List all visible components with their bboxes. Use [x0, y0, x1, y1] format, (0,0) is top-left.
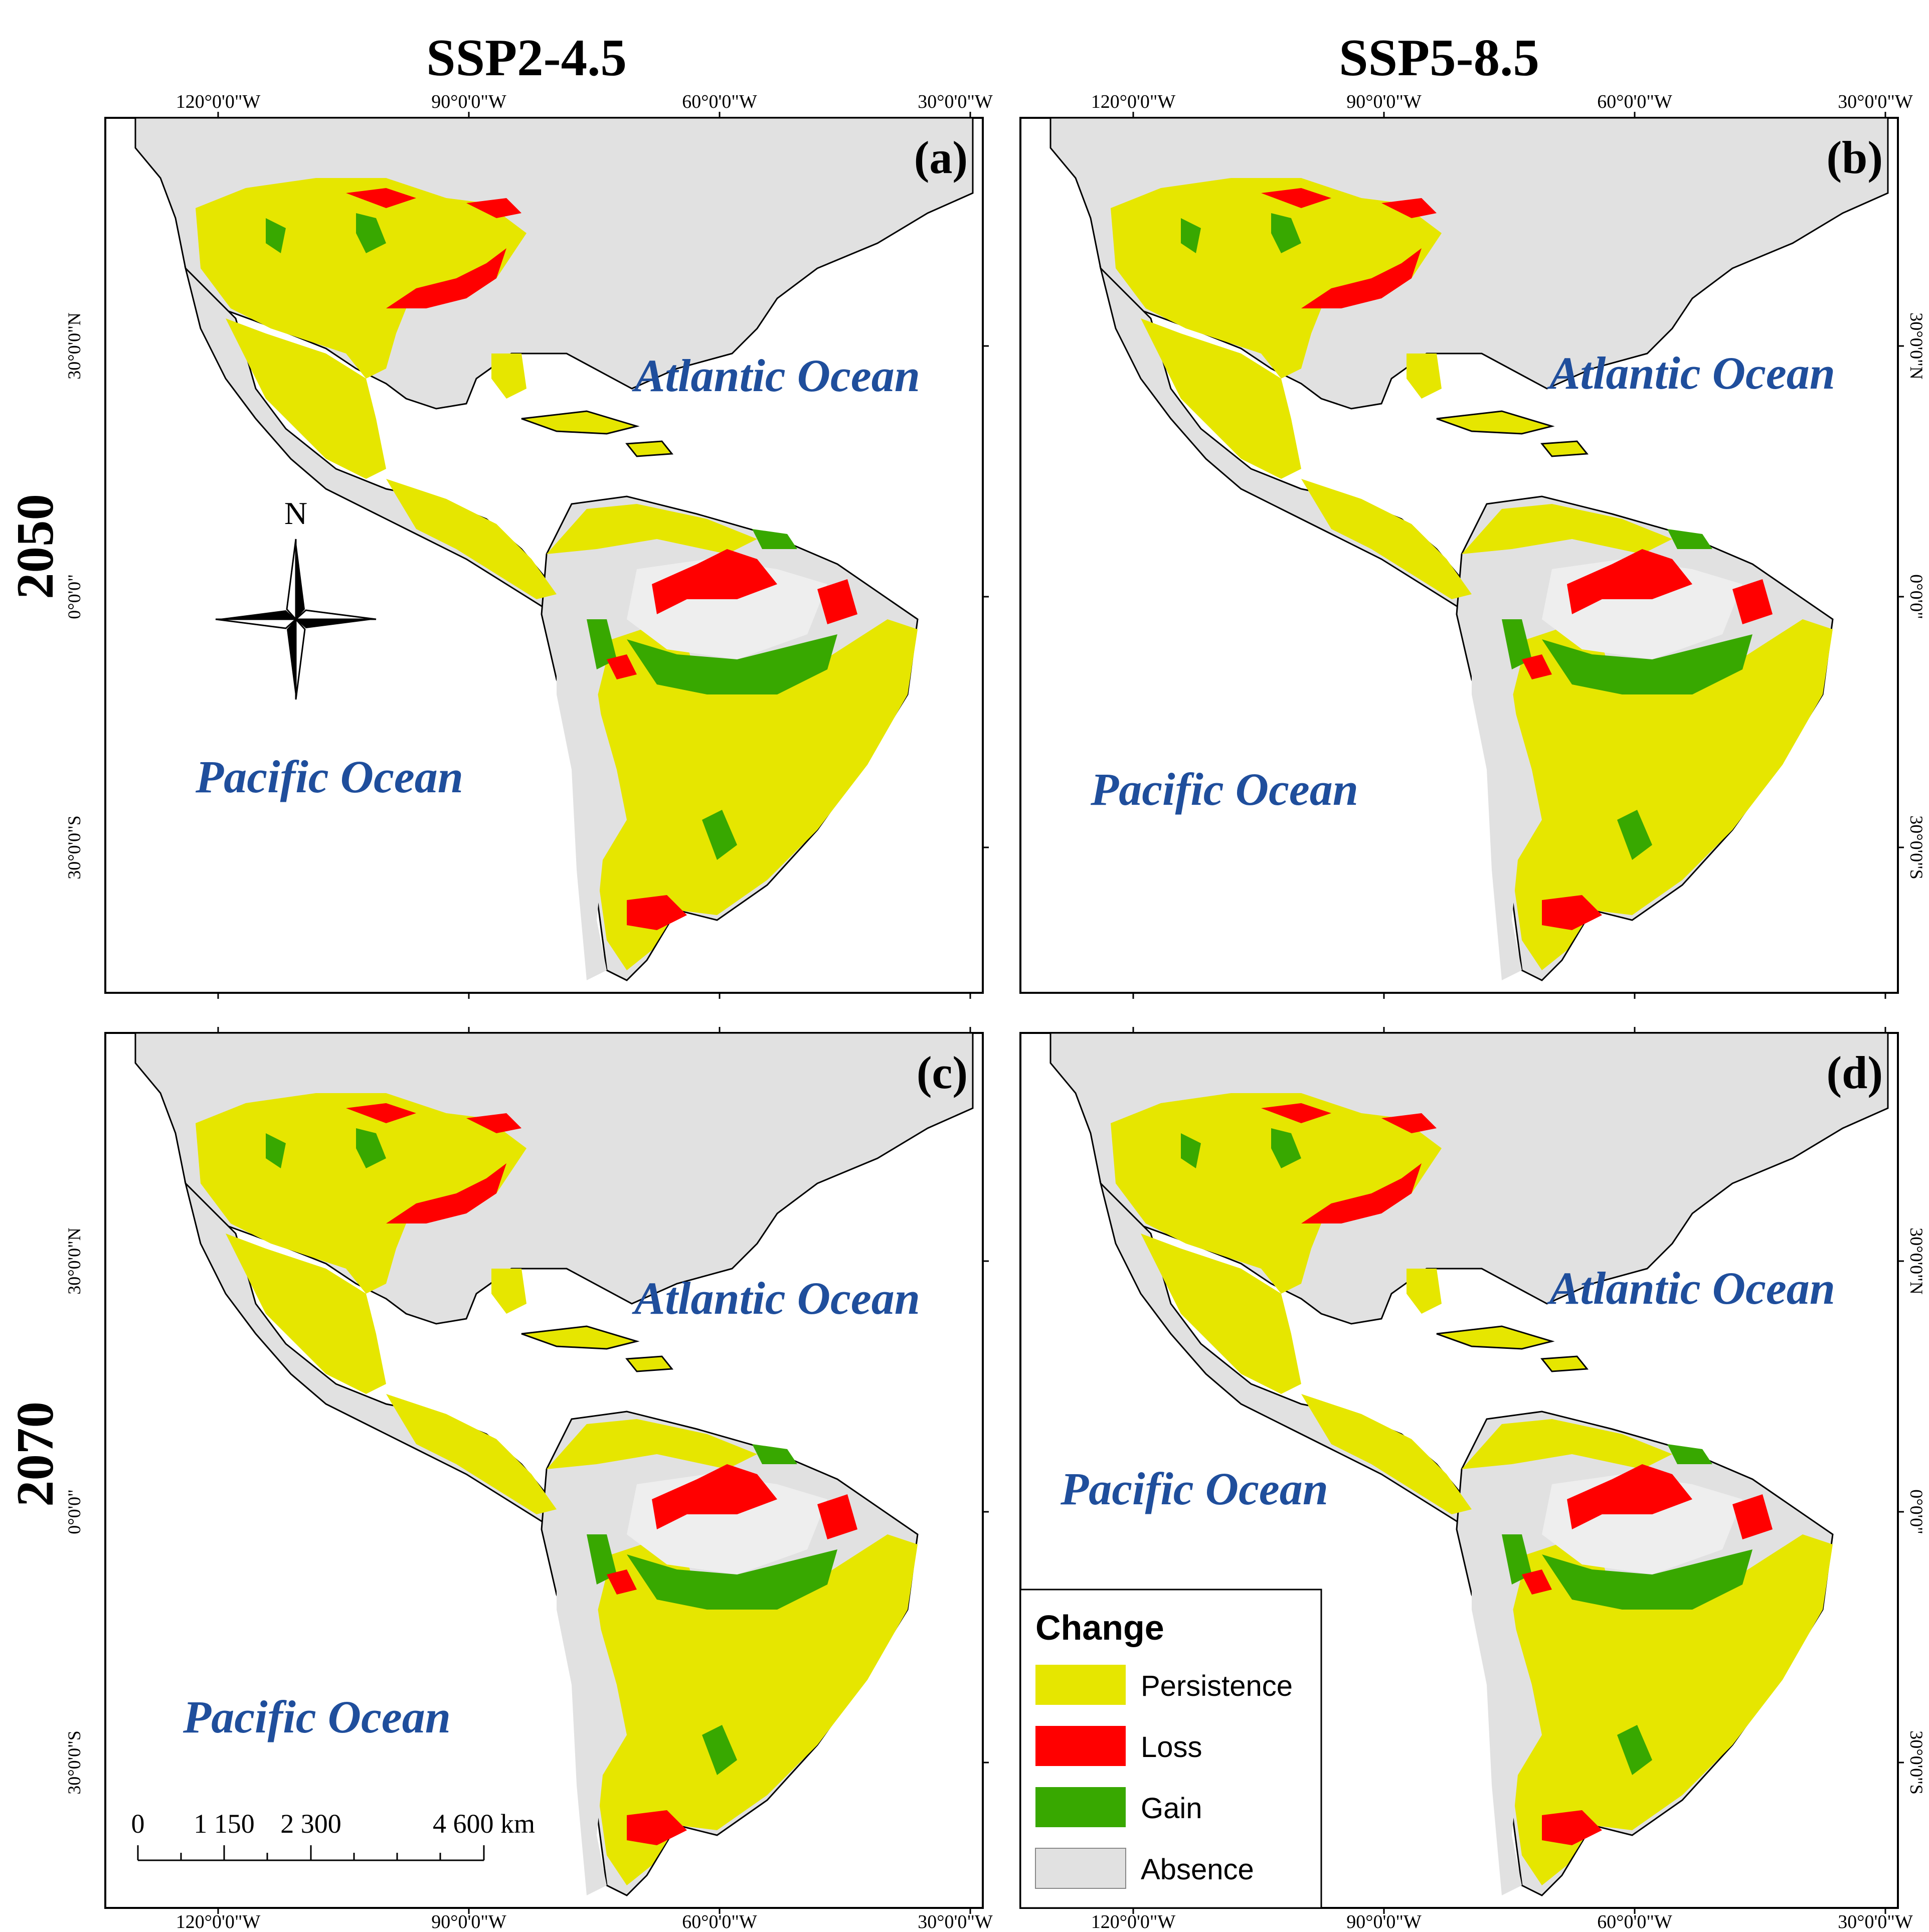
lat-label: 30°0'0"S [64, 815, 84, 880]
legend-swatch-absence [1035, 1848, 1126, 1889]
ocean-label-atlantic: Atlantic Ocean [632, 350, 920, 401]
lat-label: 0°0'0" [1906, 574, 1926, 619]
lat-label: 30°0'0"N [64, 1227, 84, 1295]
lon-label: 60°0'0"W [682, 91, 757, 112]
map-panel-a: (a) Atlantic Ocean Pacific Ocean N [104, 111, 990, 1000]
column-title-ssp245: SSP2-4.5 [426, 28, 627, 87]
lon-label: 90°0'0"W [431, 1911, 506, 1932]
lon-label: 90°0'0"W [431, 91, 506, 112]
legend-swatch-persistence [1035, 1665, 1126, 1705]
row-label-2070: 2070 [6, 1401, 64, 1507]
map-panel-c: (c) Atlantic Ocean Pacific Ocean 0 1 150… [104, 1026, 990, 1915]
lat-label: 30°0'0"N [1906, 1227, 1926, 1295]
lon-label: 120°0'0"W [176, 1911, 261, 1932]
lon-labels-bottom-row2: 120°0'0"W 90°0'0"W 60°0'0"W 30°0'0"W 120… [176, 1911, 1913, 1932]
lon-label: 120°0'0"W [1091, 91, 1176, 112]
ocean-label-atlantic: Atlantic Ocean [1547, 347, 1835, 399]
lat-label: 0°0'0" [64, 1489, 84, 1534]
ocean-label-pacific: Pacific Ocean [195, 751, 463, 802]
ocean-label-atlantic: Atlantic Ocean [632, 1273, 920, 1324]
ocean-label-atlantic: Atlantic Ocean [1547, 1263, 1835, 1314]
legend-swatch-gain [1035, 1787, 1126, 1827]
ocean-label-pacific: Pacific Ocean [1060, 1463, 1328, 1514]
legend-swatch-loss [1035, 1726, 1126, 1766]
lon-label: 120°0'0"W [176, 91, 261, 112]
lon-label: 90°0'0"W [1346, 1911, 1422, 1932]
lat-label: 30°0'0"N [1906, 312, 1926, 380]
scale-label-1150: 1 150 [194, 1809, 255, 1839]
lon-label: 30°0'0"W [1838, 91, 1913, 112]
map-panel-b: (b) Atlantic Ocean Pacific Ocean [1019, 111, 1905, 1000]
lat-label: 0°0'0" [1906, 1489, 1926, 1534]
row-label-2050: 2050 [6, 494, 64, 599]
lon-label: 60°0'0"W [1597, 91, 1672, 112]
lat-label: 30°0'0"S [1906, 815, 1926, 880]
ocean-label-pacific: Pacific Ocean [183, 1691, 451, 1742]
lon-label: 60°0'0"W [1597, 1911, 1672, 1932]
lat-labels: 30°0'0"N 0°0'0" 30°0'0"S 30°0'0"N 0°0'0"… [64, 312, 1926, 1795]
scale-label-0: 0 [131, 1809, 145, 1839]
lon-label: 30°0'0"W [1838, 1911, 1913, 1932]
legend-title: Change [1035, 1608, 1164, 1647]
lon-labels-top-row1: 120°0'0"W 90°0'0"W 60°0'0"W 30°0'0"W 120… [176, 91, 1913, 112]
legend-label-persistence: Persistence [1141, 1670, 1293, 1702]
panel-label: (a) [914, 132, 968, 183]
panel-label: (b) [1827, 132, 1883, 183]
lon-label: 60°0'0"W [682, 1911, 757, 1932]
scale-label-2300: 2 300 [280, 1809, 341, 1839]
legend-label-absence: Absence [1141, 1853, 1254, 1886]
lat-label: 0°0'0" [64, 574, 84, 619]
lon-label: 90°0'0"W [1346, 91, 1422, 112]
lat-label: 30°0'0"S [1906, 1730, 1926, 1795]
lon-label: 30°0'0"W [918, 1911, 993, 1932]
panel-label: (c) [917, 1047, 968, 1098]
lat-label: 30°0'0"N [64, 312, 84, 380]
north-arrow-label: N [284, 495, 307, 531]
lon-label: 30°0'0"W [918, 91, 993, 112]
scale-label-4600: 4 600 km [433, 1809, 535, 1839]
map-panel-d: (d) Atlantic Ocean Pacific Ocean Change … [1019, 1026, 1905, 1915]
scale-bar: 0 1 150 2 300 4 600 km [131, 1809, 535, 1861]
panel-label: (d) [1827, 1047, 1883, 1098]
legend-label-loss: Loss [1141, 1731, 1202, 1764]
ocean-label-pacific: Pacific Ocean [1090, 764, 1358, 815]
north-arrow: N [215, 495, 377, 700]
column-title-ssp585: SSP5-8.5 [1339, 28, 1539, 87]
lat-label: 30°0'0"S [64, 1730, 84, 1795]
lon-label: 120°0'0"W [1091, 1911, 1176, 1932]
legend: Change Persistence Loss Gain Absence [1019, 1589, 1322, 1909]
legend-label-gain: Gain [1141, 1792, 1202, 1825]
